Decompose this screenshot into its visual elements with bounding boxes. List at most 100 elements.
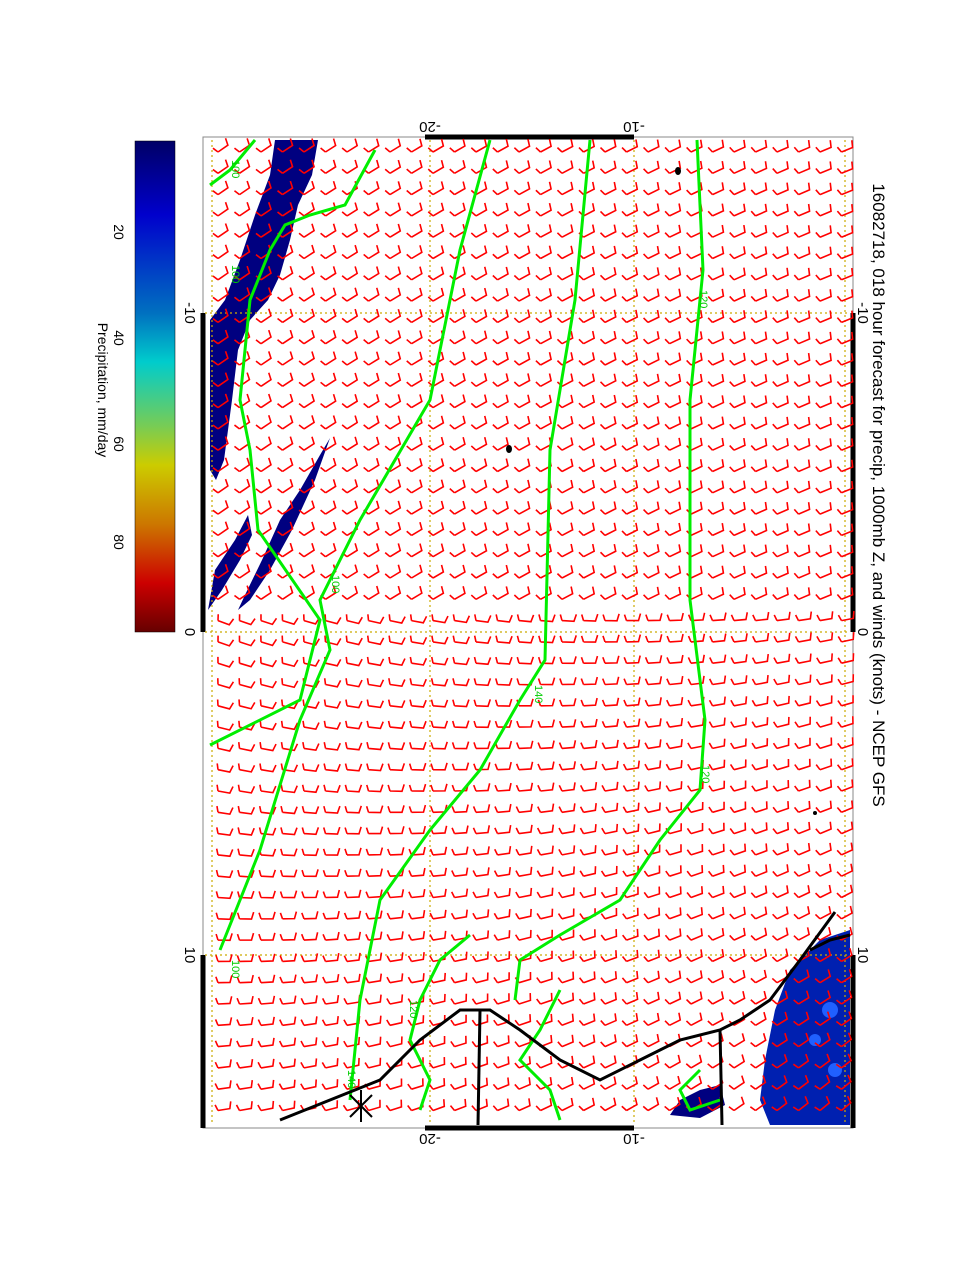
wind-barb	[666, 633, 684, 643]
wind-barb	[686, 139, 703, 153]
wind-barb	[278, 1079, 296, 1090]
wind-barb	[492, 543, 509, 558]
wind-barb	[622, 928, 639, 941]
wind-barb	[429, 888, 447, 899]
wind-barb	[815, 182, 832, 196]
wind-barb	[815, 310, 832, 324]
wind-barb	[343, 910, 362, 920]
wind-barb	[622, 907, 639, 920]
wind-barb	[792, 1053, 810, 1069]
lon-tick-right: -10	[854, 302, 871, 324]
wind-barb	[513, 309, 531, 324]
wind-barb	[513, 501, 531, 515]
wind-barb	[233, 223, 251, 238]
wind-barb	[216, 678, 235, 689]
colorbar-tick: 60	[111, 436, 127, 452]
wind-barb	[406, 309, 423, 324]
wind-barb	[772, 225, 789, 238]
wind-barb	[666, 675, 684, 686]
wind-barb	[471, 972, 489, 984]
wind-barb	[686, 970, 703, 984]
wind-barb	[450, 951, 468, 963]
wind-barb	[449, 415, 466, 430]
wind-barb	[472, 930, 490, 941]
wind-barb	[814, 1053, 831, 1069]
wind-barb	[470, 500, 488, 515]
wind-barb	[836, 267, 854, 281]
wind-barb	[559, 656, 577, 665]
wind-barb	[323, 678, 342, 688]
wind-barb	[664, 309, 682, 324]
wind-barb	[772, 885, 789, 899]
wind-barb	[280, 742, 299, 752]
wind-barb	[298, 542, 316, 558]
wind-barb	[793, 459, 811, 473]
wind-barb	[384, 330, 402, 345]
wind-barb	[472, 804, 491, 814]
wind-barb	[578, 394, 596, 409]
wind-barb	[429, 930, 447, 941]
wind-barb	[536, 887, 554, 899]
wind-barb	[298, 457, 316, 473]
wind-barb	[238, 699, 256, 710]
wind-barb	[384, 564, 402, 579]
wind-barb	[212, 351, 229, 366]
wind-barb	[729, 203, 746, 217]
wind-barb	[642, 309, 660, 324]
wind-barb	[730, 612, 749, 622]
wind-barb	[707, 459, 725, 473]
wind-barb	[495, 635, 513, 644]
wind-barb	[345, 699, 363, 709]
wind-barb	[215, 891, 234, 900]
wind-barb	[707, 927, 725, 941]
wind-barb	[493, 951, 511, 963]
wind-barb	[621, 352, 639, 366]
wind-barb	[728, 1054, 746, 1069]
wind-barb	[580, 760, 598, 771]
wind-barb	[535, 309, 552, 324]
wind-barb	[750, 225, 768, 238]
wind-barb	[793, 352, 811, 366]
wind-barb	[470, 224, 488, 238]
wind-barb	[215, 912, 234, 921]
wind-barb	[793, 863, 811, 877]
wind-barb	[642, 565, 660, 579]
wind-barb	[556, 1097, 574, 1112]
wind-barb	[322, 868, 341, 877]
wind-barb	[344, 847, 362, 856]
wind-barb	[535, 224, 552, 238]
wind-barb	[750, 203, 768, 217]
wind-barb	[621, 991, 639, 1005]
wind-barb	[750, 948, 768, 963]
wind-barb	[387, 826, 405, 835]
wind-barb	[492, 160, 509, 174]
wind-barb	[427, 479, 445, 494]
wind-barb	[513, 330, 531, 345]
wind-barb	[323, 742, 342, 751]
wind-barb	[279, 995, 297, 1005]
wind-barb	[643, 907, 661, 920]
wind-barb	[233, 564, 251, 579]
wind-barb	[406, 479, 423, 494]
wind-barb	[406, 159, 423, 174]
wind-barb	[233, 457, 251, 473]
wind-barb	[621, 949, 639, 963]
wind-barb	[492, 288, 509, 302]
wind-barb	[579, 887, 597, 899]
wind-barb	[514, 1077, 531, 1090]
wind-barb	[408, 888, 426, 899]
wind-barb	[772, 438, 789, 451]
wind-barb	[406, 500, 423, 515]
wind-barb	[579, 781, 598, 792]
wind-barb	[579, 950, 596, 963]
wind-barb	[644, 739, 662, 750]
wind-barb	[644, 760, 662, 771]
wind-barb	[708, 843, 725, 856]
wind-barb	[556, 224, 574, 238]
wind-barb	[772, 374, 789, 388]
wind-barb	[815, 800, 833, 814]
wind-barb	[665, 781, 683, 792]
wind-barb	[621, 416, 639, 430]
wind-barb	[492, 458, 509, 473]
wind-barb	[321, 1079, 339, 1090]
